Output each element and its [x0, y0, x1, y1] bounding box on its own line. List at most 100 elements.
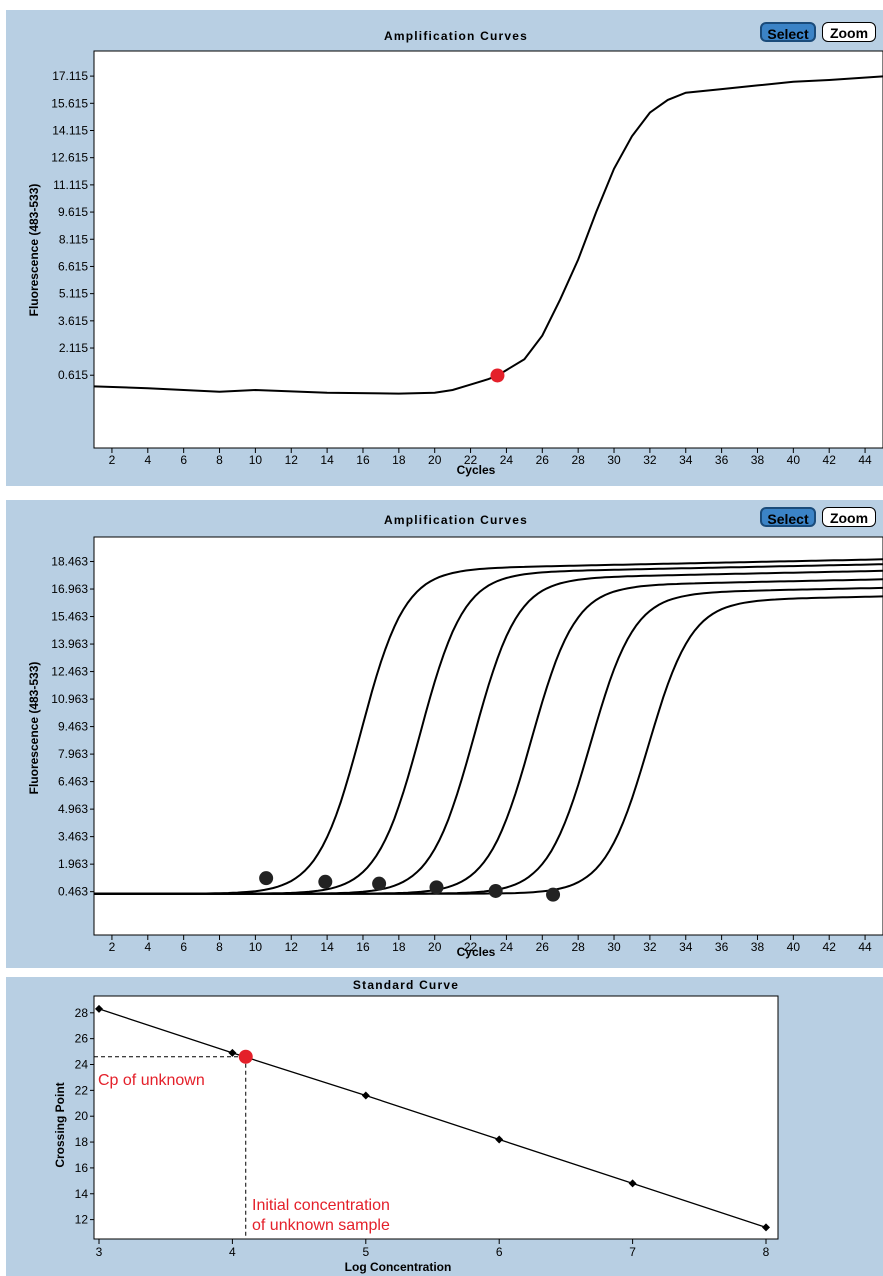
y-tick-label: 17.115: [52, 69, 88, 83]
x-tick-label: 28: [571, 940, 585, 954]
amplification-chart-single: Amplification Curves 0.615 2.115 3.615 5.11…: [27, 29, 883, 477]
x-tick-label: 30: [607, 940, 621, 954]
standard-point-6: [762, 1223, 770, 1232]
x-tick-label: 14: [320, 453, 334, 467]
plot-area: [93, 536, 883, 936]
y-tick-label: 2.115: [59, 341, 88, 355]
y-tick-label: 22: [75, 1083, 89, 1097]
plot-area: [93, 50, 883, 449]
standard-curve-panel: Standard Curve 12 14 16 18 20 22 24 26 28 3 4 5 6 7 8…: [6, 977, 883, 1276]
x-tick-label: 2: [109, 453, 116, 467]
y-tick-label: 12: [75, 1213, 89, 1227]
x-tick-label: 34: [679, 453, 693, 467]
x-tick-label: 40: [787, 453, 801, 467]
chart-title: Amplification Curves: [384, 29, 528, 43]
x-tick-label: 30: [607, 453, 621, 467]
y-tick-label: 13.963: [51, 637, 88, 651]
y-tick-label: 9.463: [58, 720, 88, 734]
plot-area: [93, 995, 779, 1240]
crossing-point-marker-2: [318, 874, 333, 889]
x-tick-label: 10: [249, 453, 263, 467]
chart-title: Standard Curve: [353, 978, 459, 992]
select-button[interactable]: Select: [760, 507, 816, 527]
x-axis-label: Log Concentration: [345, 1260, 452, 1274]
amplification-curve-1: [93, 75, 883, 395]
y-tick-label: 18.463: [51, 555, 88, 569]
crossing-point-marker-4: [429, 880, 444, 895]
x-tick-label: 4: [229, 1245, 236, 1259]
y-tick-label: 8.115: [59, 232, 88, 246]
standard-point-3: [361, 1091, 370, 1100]
x-tick-label: 34: [679, 940, 693, 954]
standard-curve-line: [98, 1008, 767, 1229]
y-tick-label: 12.615: [51, 151, 88, 165]
x-tick-label: 6: [180, 940, 187, 954]
zoom-button[interactable]: Zoom: [822, 507, 876, 527]
y-axis-label: Fluorescence (483-533): [27, 662, 41, 795]
standard-curve-chart: Standard Curve 12 14 16 18 20 22 24 26 28 3 4 5 6 7 8…: [53, 978, 779, 1274]
x-tick-label: 16: [356, 453, 370, 467]
crossing-point-marker-3: [372, 876, 387, 891]
y-axis-label: Fluorescence (483-533): [27, 184, 41, 317]
y-tick-label: 24: [75, 1058, 89, 1072]
y-tick-label: 3.615: [58, 314, 88, 328]
y-tick-label: 11.115: [53, 178, 88, 192]
crossing-point-marker-5: [488, 883, 503, 898]
y-tick-label: 12.463: [51, 665, 88, 679]
cp-unknown-label: Cp of unknown: [98, 1072, 205, 1089]
x-tick-label: 2: [109, 940, 116, 954]
x-tick-label: 12: [285, 940, 299, 954]
y-tick-label: 16.963: [51, 582, 88, 596]
initial-concentration-label-line1: Initial concentration: [252, 1197, 390, 1214]
x-tick-label: 24: [500, 453, 514, 467]
standard-point-1: [95, 1004, 103, 1013]
x-tick-label: 32: [643, 453, 657, 467]
x-tick-label: 42: [823, 940, 837, 954]
y-tick-label: 15.615: [51, 96, 88, 110]
x-tick-label: 18: [392, 940, 406, 954]
y-tick-label: 1.963: [58, 857, 88, 871]
y-tick-label: 0.463: [58, 885, 88, 899]
x-tick-label: 36: [715, 453, 729, 467]
x-tick-label: 44: [858, 453, 872, 467]
y-tick-label: 4.963: [58, 802, 88, 816]
x-tick-label: 8: [216, 453, 223, 467]
crossing-point-marker-1: [259, 871, 274, 886]
x-tick-label: 22: [464, 940, 478, 954]
y-tick-label: 7.963: [58, 747, 88, 761]
amplification-panel-single: Amplification Curves 0.615 2.115 3.615 5.11…: [6, 10, 883, 486]
y-tick-label: 3.463: [58, 830, 88, 844]
x-tick-label: 28: [571, 453, 585, 467]
x-tick-label: 26: [536, 453, 550, 467]
amplification-panel-dilution: Amplification Curves 0.463 1.963 3.463 4.96…: [6, 500, 883, 968]
x-tick-label: 6: [180, 453, 187, 467]
x-tick-label: 16: [356, 940, 370, 954]
select-button[interactable]: Select: [760, 22, 816, 42]
x-tick-label: 38: [751, 453, 765, 467]
x-axis-label: Cycles: [457, 945, 496, 959]
x-tick-label: 18: [392, 453, 406, 467]
y-tick-label: 26: [75, 1032, 89, 1046]
x-tick-label: 8: [216, 940, 223, 954]
y-tick-label: 6.615: [58, 259, 88, 273]
x-tick-label: 40: [787, 940, 801, 954]
crossing-point-marker-6: [546, 887, 561, 902]
x-axis-label: Cycles: [457, 463, 496, 477]
zoom-button[interactable]: Zoom: [822, 22, 876, 42]
y-tick-label: 20: [75, 1109, 89, 1123]
x-tick-label: 20: [428, 453, 442, 467]
y-tick-label: 16: [75, 1161, 89, 1175]
y-tick-label: 14.115: [52, 123, 88, 137]
x-tick-label: 3: [96, 1245, 103, 1259]
x-tick-label: 36: [715, 940, 729, 954]
x-tick-label: 26: [536, 940, 550, 954]
x-tick-label: 42: [823, 453, 837, 467]
chart-title: Amplification Curves: [384, 513, 528, 527]
standard-point-4: [495, 1135, 504, 1144]
y-axis-label: Crossing Point: [53, 1082, 67, 1167]
x-tick-label: 6: [496, 1245, 503, 1259]
x-tick-label: 12: [285, 453, 299, 467]
y-tick-label: 0.615: [58, 368, 88, 382]
x-tick-label: 8: [763, 1245, 770, 1259]
x-tick-label: 14: [320, 940, 334, 954]
